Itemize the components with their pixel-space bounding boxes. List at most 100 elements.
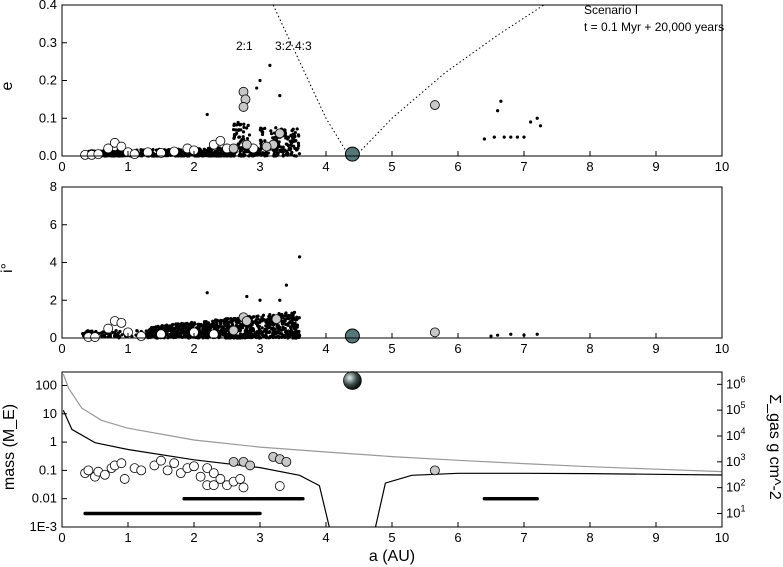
embryo-marker — [189, 461, 199, 472]
x-tick-label-mass: 9 — [652, 530, 659, 545]
planetesimal-dot — [207, 328, 211, 332]
planetesimal-dot — [242, 122, 246, 126]
embryo-marker — [136, 465, 147, 476]
embryo-marker-grey — [228, 143, 239, 154]
planetesimal-dot — [237, 142, 241, 146]
planetesimal-dot — [295, 127, 299, 131]
planetesimal-dot — [219, 322, 223, 326]
planetesimal-dot — [268, 63, 272, 67]
planetesimal-dot — [260, 315, 264, 319]
planetesimal-dot — [144, 329, 148, 333]
planetesimal-dot — [224, 329, 228, 333]
planetesimal-dot — [220, 325, 224, 329]
planetesimal-dot — [241, 137, 246, 141]
planetesimal-dot — [237, 135, 241, 139]
planetesimal-dot — [232, 317, 236, 321]
embryo-marker — [149, 460, 160, 471]
planetesimal-dot — [263, 126, 267, 131]
planetesimal-dot — [291, 316, 296, 320]
planetesimal-dot — [201, 328, 205, 332]
planetesimal-dot — [284, 134, 288, 138]
embryo-marker-grey — [241, 139, 252, 150]
embryo-marker — [156, 455, 166, 466]
planetesimal-dot — [269, 326, 273, 330]
planetesimal-dot — [257, 324, 261, 328]
y-tick-label-mass: 100 — [35, 378, 57, 393]
planetesimal-dot — [260, 129, 264, 133]
planetesimal-dot — [291, 333, 296, 338]
embryo-marker-grey — [228, 456, 239, 467]
embryo-marker-grey — [429, 327, 440, 338]
embryo-marker-grey — [245, 460, 256, 471]
planetesimal-dot — [183, 153, 187, 157]
planetesimal-dot — [290, 324, 294, 328]
planetesimal-dot — [206, 324, 210, 328]
planetesimal-dot — [294, 318, 298, 322]
planetesimal-dot — [261, 151, 265, 155]
y-tick-label-mass: 1 — [50, 434, 57, 449]
embryo-marker — [136, 331, 147, 342]
planetesimal-dot — [245, 136, 250, 141]
planetesimal-dot — [246, 332, 250, 337]
embryo-marker — [103, 143, 114, 154]
planetesimal-dot — [284, 332, 289, 337]
planetesimal-dot — [171, 329, 175, 333]
planetesimal-dot — [135, 329, 139, 333]
planetesimal-dot — [290, 150, 294, 154]
planetesimal-dot — [297, 329, 301, 334]
resonance-label-3-2: 3:2 — [275, 39, 292, 53]
planetesimal-dot — [211, 319, 215, 323]
planetesimal-dot — [260, 319, 264, 323]
planetesimal-dot — [268, 312, 272, 317]
embryo-marker-grey — [241, 316, 252, 326]
x-tick-label-mass: 3 — [256, 530, 263, 545]
x-tick-label-mass: 6 — [454, 530, 461, 545]
xlabel-a: a (AU) — [369, 548, 415, 565]
planetesimal-dot — [287, 316, 291, 321]
planetesimal-dot — [266, 323, 270, 327]
x-tick-label-eccentricity: 7 — [520, 159, 527, 174]
embryo-marker-grey — [429, 465, 440, 476]
planetesimal-dot — [266, 151, 270, 155]
planetesimal-dot — [203, 153, 207, 158]
planetesimal-dot — [297, 316, 301, 320]
planetesimal-dot — [288, 334, 292, 338]
planetesimal-dot — [116, 331, 120, 335]
planetesimal-dot — [182, 333, 187, 337]
x-tick-label-inclination: 5 — [388, 341, 395, 356]
planetesimal-dot — [529, 120, 533, 124]
planetesimal-dot — [291, 312, 295, 316]
y-tick-label-mass: 0.1 — [39, 462, 57, 477]
planetesimal-dot — [242, 125, 246, 129]
planetesimal-dot — [180, 321, 184, 326]
y2-tick-label-mass: 101 — [726, 503, 745, 520]
x-tick-label-inclination: 4 — [322, 341, 329, 356]
planetesimal-dot — [166, 327, 170, 331]
x-tick-label-eccentricity: 10 — [715, 159, 729, 174]
planetesimal-dot — [264, 320, 268, 324]
plot-frame-mass — [61, 371, 723, 528]
gas-surface-density-curve — [374, 472, 723, 528]
planetesimal-dot — [120, 333, 124, 337]
planetesimal-dot — [492, 135, 496, 139]
x-tick-label-mass: 1 — [124, 530, 131, 545]
ylabel-mass: mass (M_E) — [1, 404, 18, 490]
planetesimal-dot — [201, 324, 205, 329]
x-tick-label-mass: 0 — [58, 530, 65, 545]
y-tick-label-eccentricity: 0.4 — [39, 0, 57, 12]
embryo-marker — [156, 148, 166, 158]
planetesimal-dot — [160, 324, 164, 328]
planetesimal-dot — [263, 139, 267, 143]
planetesimal-dot — [238, 123, 242, 127]
planetesimal-dot — [111, 331, 115, 335]
planetesimal-dot — [164, 324, 168, 329]
planetesimal-dot — [535, 116, 539, 120]
curves-layer — [62, 4, 723, 528]
axes-layer: 0 1 2 3 4 5 6 7 8 9 100.00.10.20.30.40 1 2 3 4 5 6 7 8 9 100… — [30, 0, 746, 545]
planetesimal-dot — [276, 151, 280, 155]
planetesimal-dot — [260, 326, 264, 330]
planetesimal-dot — [239, 139, 243, 143]
planetesimal-dot — [287, 147, 291, 152]
x-tick-label-mass: 2 — [190, 530, 197, 545]
x-tick-label-inclination: 8 — [586, 341, 593, 356]
